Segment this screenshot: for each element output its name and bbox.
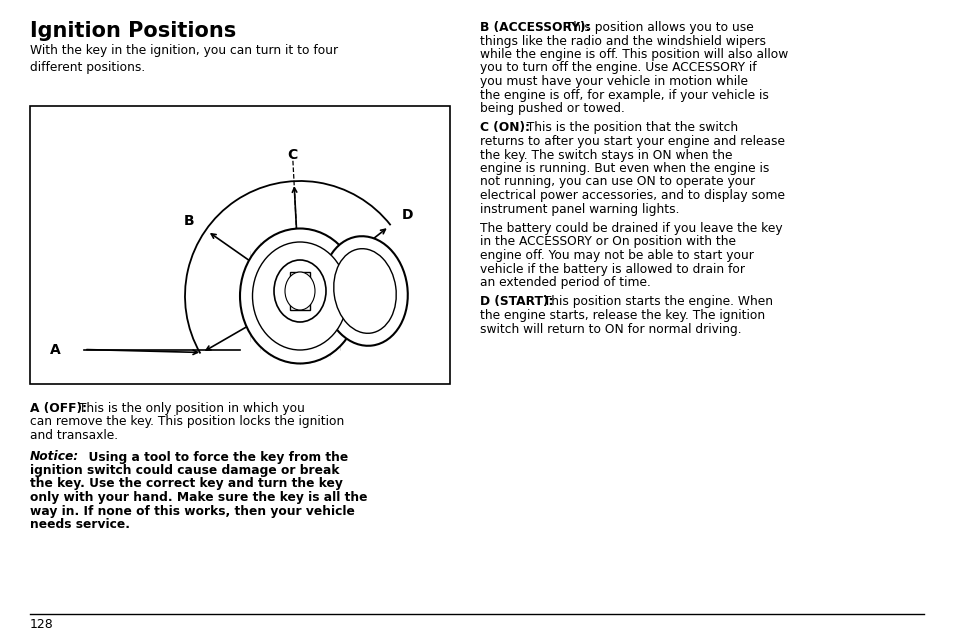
Ellipse shape: [253, 242, 347, 350]
Text: an extended period of time.: an extended period of time.: [479, 276, 650, 289]
Text: not running, you can use ON to operate your: not running, you can use ON to operate y…: [479, 176, 755, 188]
Text: needs service.: needs service.: [30, 518, 130, 531]
Text: vehicle if the battery is allowed to drain for: vehicle if the battery is allowed to dra…: [479, 263, 744, 275]
Text: B: B: [183, 214, 193, 228]
Text: This position allows you to use: This position allows you to use: [558, 21, 754, 34]
Text: engine is running. But even when the engine is: engine is running. But even when the eng…: [479, 162, 768, 175]
Text: while the engine is off. This position will also allow: while the engine is off. This position w…: [479, 48, 787, 61]
Bar: [30, 106, 450, 384]
Text: the key. Use the correct key and turn the key: the key. Use the correct key and turn th…: [30, 478, 342, 490]
Text: you must have your vehicle in motion while: you must have your vehicle in motion whi…: [479, 75, 747, 88]
Ellipse shape: [240, 228, 359, 364]
Text: B (ACCESSORY):: B (ACCESSORY):: [479, 21, 590, 34]
Text: the engine is off, for example, if your vehicle is: the engine is off, for example, if your …: [479, 88, 768, 102]
Text: A: A: [50, 343, 60, 357]
Ellipse shape: [334, 249, 395, 333]
Text: Ignition Positions: Ignition Positions: [30, 21, 236, 41]
Bar: [290, 272, 310, 310]
Text: C: C: [287, 148, 297, 162]
Text: D: D: [401, 209, 413, 223]
Text: This is the position that the switch: This is the position that the switch: [518, 121, 738, 134]
Text: This position starts the engine. When: This position starts the engine. When: [536, 296, 772, 308]
Ellipse shape: [285, 272, 314, 310]
Text: C (ON):: C (ON):: [479, 121, 530, 134]
Text: engine off. You may not be able to start your: engine off. You may not be able to start…: [479, 249, 753, 262]
Text: can remove the key. This position locks the ignition: can remove the key. This position locks …: [30, 415, 344, 429]
Text: way in. If none of this works, then your vehicle: way in. If none of this works, then your…: [30, 504, 355, 518]
Text: only with your hand. Make sure the key is all the: only with your hand. Make sure the key i…: [30, 491, 367, 504]
Text: being pushed or towed.: being pushed or towed.: [479, 102, 624, 115]
Text: Notice:: Notice:: [30, 450, 79, 464]
Text: ignition switch could cause damage or break: ignition switch could cause damage or br…: [30, 464, 339, 477]
Text: Using a tool to force the key from the: Using a tool to force the key from the: [80, 450, 349, 464]
Text: you to turn off the engine. Use ACCESSORY if: you to turn off the engine. Use ACCESSOR…: [479, 62, 756, 74]
Text: things like the radio and the windshield wipers: things like the radio and the windshield…: [479, 34, 765, 48]
Text: the engine starts, release the key. The ignition: the engine starts, release the key. The …: [479, 309, 764, 322]
Text: the key. The switch stays in ON when the: the key. The switch stays in ON when the: [479, 148, 732, 162]
Ellipse shape: [274, 260, 326, 322]
Text: electrical power accessories, and to display some: electrical power accessories, and to dis…: [479, 189, 784, 202]
Text: and transaxle.: and transaxle.: [30, 429, 118, 442]
Text: instrument panel warning lights.: instrument panel warning lights.: [479, 202, 679, 216]
Text: in the ACCESSORY or On position with the: in the ACCESSORY or On position with the: [479, 235, 735, 249]
Text: This is the only position in which you: This is the only position in which you: [74, 402, 304, 415]
Ellipse shape: [322, 236, 407, 346]
Text: 128: 128: [30, 618, 53, 631]
Text: With the key in the ignition, you can turn it to four
different positions.: With the key in the ignition, you can tu…: [30, 44, 337, 74]
Text: D (START):: D (START):: [479, 296, 553, 308]
Text: switch will return to ON for normal driving.: switch will return to ON for normal driv…: [479, 322, 740, 336]
Text: A (OFF):: A (OFF):: [30, 402, 87, 415]
Text: returns to after you start your engine and release: returns to after you start your engine a…: [479, 135, 784, 148]
Text: The battery could be drained if you leave the key: The battery could be drained if you leav…: [479, 222, 781, 235]
